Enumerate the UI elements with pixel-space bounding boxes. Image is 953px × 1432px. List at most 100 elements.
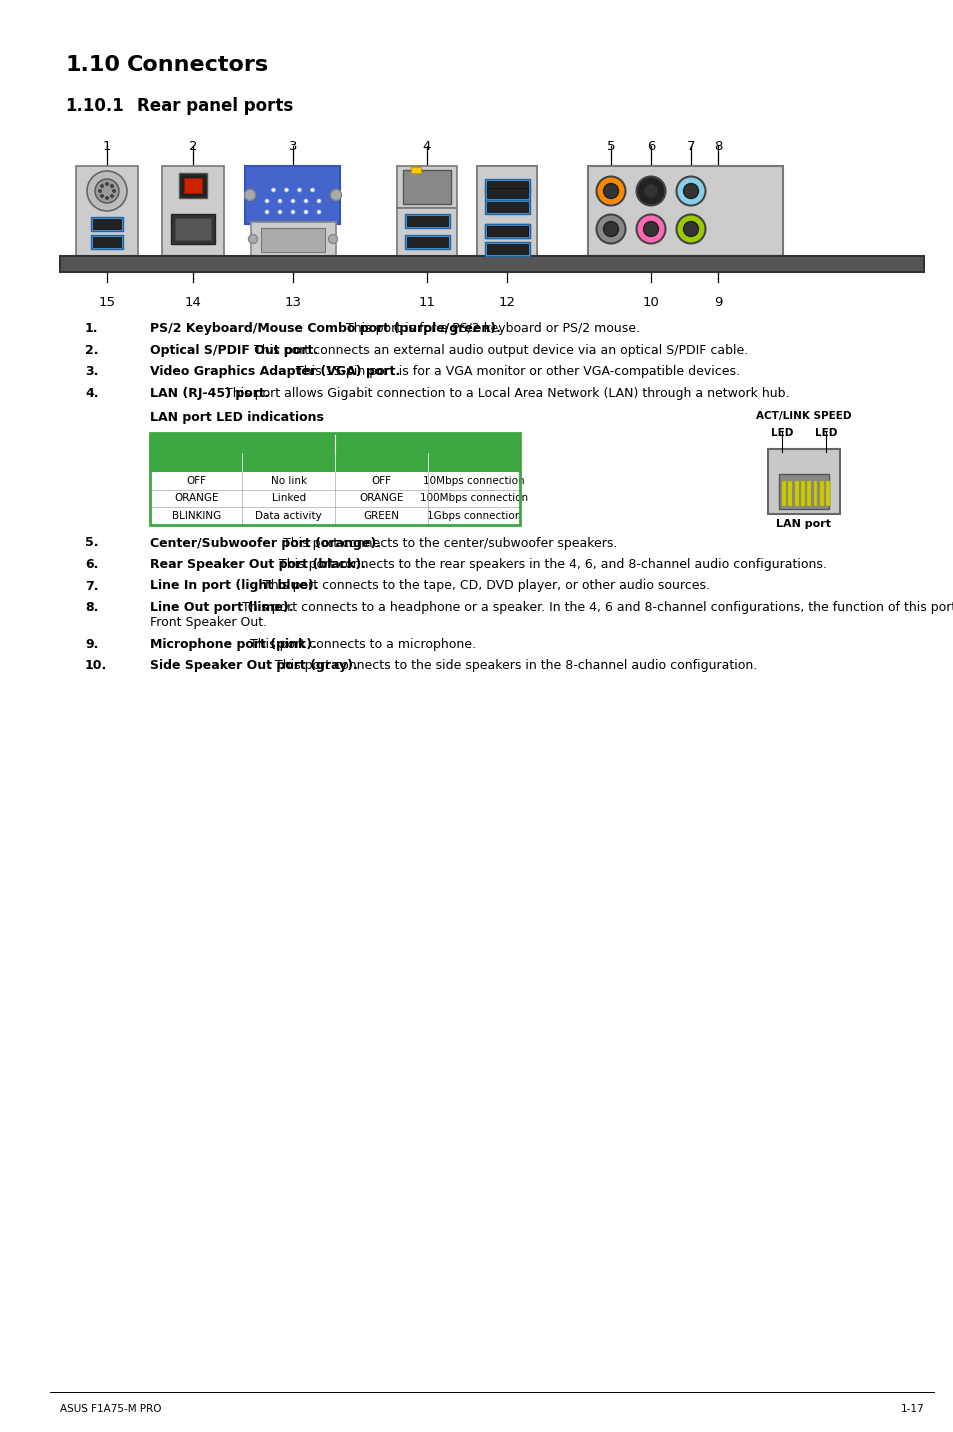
Text: ACT/LINK SPEED: ACT/LINK SPEED <box>756 411 851 421</box>
Text: 9: 9 <box>713 296 721 309</box>
Circle shape <box>316 211 320 213</box>
Bar <box>406 238 447 246</box>
Text: LAN port: LAN port <box>776 518 831 528</box>
Bar <box>91 218 123 231</box>
Bar <box>150 432 519 524</box>
Circle shape <box>87 170 127 211</box>
Bar <box>486 226 527 236</box>
Text: Video Graphics Adapter (VGA) port.: Video Graphics Adapter (VGA) port. <box>150 365 399 378</box>
Text: Status: Status <box>177 457 215 467</box>
Text: Side Speaker Out port (gray).: Side Speaker Out port (gray). <box>150 660 357 673</box>
Circle shape <box>330 189 341 200</box>
Text: Activity/Link LED: Activity/Link LED <box>193 438 292 448</box>
Circle shape <box>304 211 308 213</box>
Circle shape <box>682 183 698 199</box>
Circle shape <box>643 222 658 236</box>
Bar <box>794 481 798 505</box>
Circle shape <box>297 188 301 192</box>
Bar <box>486 226 527 236</box>
Circle shape <box>676 215 705 243</box>
Circle shape <box>272 188 275 192</box>
Bar <box>406 216 447 226</box>
Text: LAN port LED indications: LAN port LED indications <box>150 411 323 424</box>
Bar <box>261 228 325 252</box>
Text: This port allows Gigabit connection to a Local Area Network (LAN) through a netw: This port allows Gigabit connection to a… <box>221 387 789 400</box>
Text: 1.10: 1.10 <box>65 54 120 74</box>
Bar <box>484 179 529 193</box>
Text: This port connects to a headphone or a speaker. In the 4, 6 and 8-channel config: This port connects to a headphone or a s… <box>237 601 953 614</box>
Text: 6.: 6. <box>85 558 98 571</box>
Text: This port connects to the rear speakers in the 4, 6, and 8-channel audio configu: This port connects to the rear speakers … <box>275 558 826 571</box>
Text: 10Mbps connection: 10Mbps connection <box>422 475 524 485</box>
Circle shape <box>112 189 115 192</box>
Text: Connectors: Connectors <box>127 54 269 74</box>
Text: 1.: 1. <box>85 322 98 335</box>
Circle shape <box>248 235 257 243</box>
Bar <box>484 200 529 213</box>
Text: This port connects to the tape, CD, DVD player, or other audio sources.: This port connects to the tape, CD, DVD … <box>258 580 709 593</box>
Bar <box>150 432 519 453</box>
Bar <box>779 474 828 508</box>
Text: Microphone port (pink).: Microphone port (pink). <box>150 639 316 652</box>
Text: Front Speaker Out.: Front Speaker Out. <box>150 617 267 630</box>
Bar <box>162 166 224 256</box>
Circle shape <box>636 176 665 206</box>
Text: 1: 1 <box>103 140 112 153</box>
Text: 7.: 7. <box>85 580 98 593</box>
Text: 8: 8 <box>713 140 721 153</box>
Bar <box>76 166 138 256</box>
Circle shape <box>603 222 618 236</box>
Bar <box>179 173 207 198</box>
Text: 6: 6 <box>646 140 655 153</box>
Text: LAN (RJ-45) port.: LAN (RJ-45) port. <box>150 387 269 400</box>
Bar <box>245 166 340 223</box>
Circle shape <box>95 179 119 203</box>
Text: 2: 2 <box>189 140 197 153</box>
Text: LED: LED <box>814 428 837 438</box>
Text: Status: Status <box>362 457 400 467</box>
Text: ASUS F1A75-M PRO: ASUS F1A75-M PRO <box>60 1403 161 1413</box>
Bar <box>171 213 214 243</box>
Text: 11: 11 <box>418 296 435 309</box>
Circle shape <box>603 183 618 199</box>
Bar <box>402 170 451 203</box>
Bar <box>396 208 456 256</box>
Bar <box>767 450 840 514</box>
Text: Description: Description <box>254 457 322 467</box>
Circle shape <box>106 182 109 186</box>
Bar <box>484 223 529 238</box>
Bar <box>411 168 420 173</box>
Bar <box>825 481 829 505</box>
Text: Rear Speaker Out port (black).: Rear Speaker Out port (black). <box>150 558 366 571</box>
Circle shape <box>291 199 294 203</box>
Text: Linked: Linked <box>272 493 306 503</box>
Text: OFF: OFF <box>186 475 206 485</box>
Circle shape <box>100 195 104 198</box>
Text: 5: 5 <box>606 140 615 153</box>
Text: 10.: 10. <box>85 660 107 673</box>
Bar <box>92 219 121 229</box>
Text: Line Out port (lime).: Line Out port (lime). <box>150 601 294 614</box>
Bar <box>806 481 810 505</box>
Bar <box>486 243 527 253</box>
Text: No link: No link <box>271 475 307 485</box>
Bar <box>92 238 121 246</box>
Bar <box>484 242 529 256</box>
Text: 1.10.1: 1.10.1 <box>65 97 124 115</box>
Circle shape <box>596 215 625 243</box>
Text: ORANGE: ORANGE <box>358 493 403 503</box>
Text: 4.: 4. <box>85 387 98 400</box>
Text: This port connects to a microphone.: This port connects to a microphone. <box>246 639 476 652</box>
Bar <box>396 166 456 208</box>
Text: Center/Subwoofer port (orange).: Center/Subwoofer port (orange). <box>150 537 380 550</box>
Bar <box>484 223 529 238</box>
Text: 8.: 8. <box>85 601 98 614</box>
Bar <box>91 235 123 249</box>
Circle shape <box>111 185 113 188</box>
Circle shape <box>304 199 308 203</box>
Text: LED: LED <box>770 428 792 438</box>
Bar <box>486 180 527 190</box>
Text: Line In port (light blue).: Line In port (light blue). <box>150 580 318 593</box>
Bar <box>251 222 335 256</box>
Text: 1-17: 1-17 <box>900 1403 923 1413</box>
